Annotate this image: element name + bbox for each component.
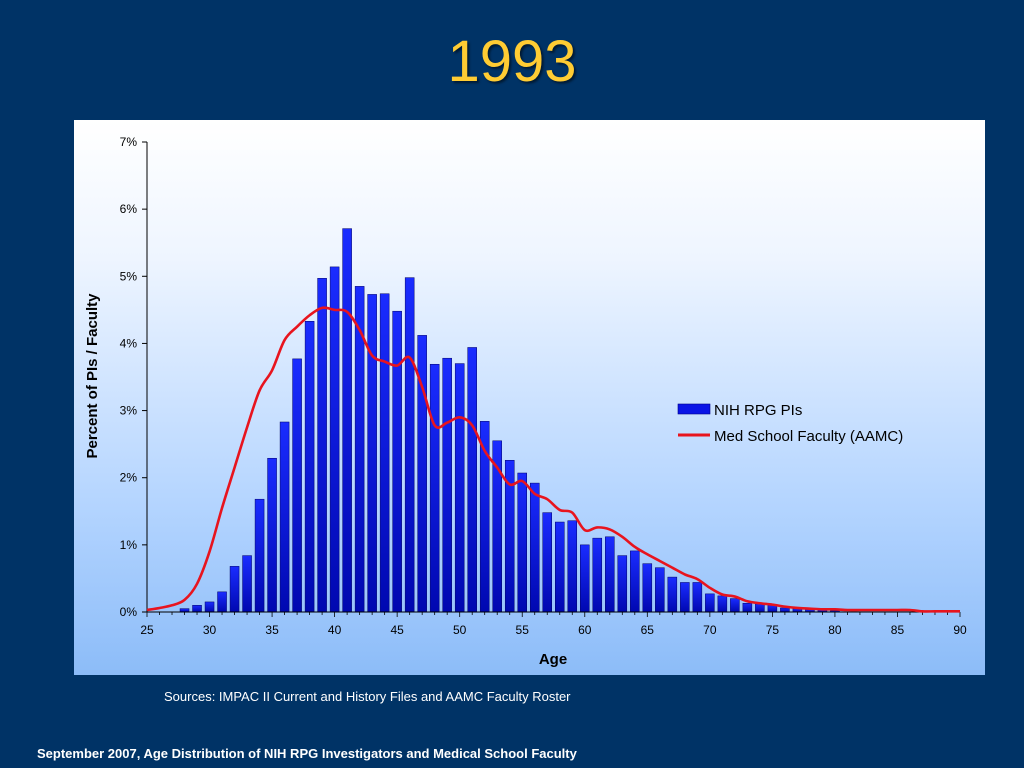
bar-age-62 (605, 536, 615, 613)
x-tick-label: 65 (641, 623, 655, 637)
chart: 0% 1% 2% 3% 4% 5% 6% 7% 25 30 35 40 45 50 55 60 65 70 75 80… (84, 135, 967, 668)
bar-age-59 (567, 520, 578, 613)
sources-note: Sources: IMPAC II Current and History Fi… (164, 689, 571, 704)
legend: NIH RPG PIs Med School Faculty (AAMC) (677, 402, 903, 445)
bar-age-41 (342, 228, 352, 613)
legend-bar-swatch (677, 403, 711, 415)
y-tick-label: 5% (120, 269, 138, 283)
legend-label-line: Med School Faculty (AAMC) (714, 428, 903, 445)
y-axis-title: Percent of PIs / Faculty (84, 293, 101, 459)
bar-age-44 (379, 293, 390, 613)
bar-age-63 (617, 555, 628, 613)
bar-age-58 (555, 521, 565, 613)
bar-age-40 (329, 266, 340, 613)
bar-age-33 (242, 555, 252, 613)
x-tick-label: 80 (828, 623, 842, 637)
bar-age-69 (692, 582, 703, 613)
x-tick-label: 55 (516, 623, 530, 637)
bar-age-28 (179, 608, 190, 613)
bar-age-45 (392, 310, 402, 613)
bar-age-70 (705, 593, 715, 613)
bar-age-61 (592, 537, 603, 613)
bar-age-60 (580, 544, 590, 613)
bar-age-55 (517, 472, 527, 613)
x-tick-label: 90 (953, 623, 967, 637)
bar-age-38 (304, 321, 315, 613)
bar-age-48 (429, 363, 440, 613)
bar-age-46 (404, 277, 415, 613)
bar-age-68 (680, 582, 690, 613)
bar-age-30 (204, 601, 215, 613)
chart-area: 0% 1% 2% 3% 4% 5% 6% 7% 25 30 35 40 45 50 55 60 65 70 75 80… (74, 120, 985, 675)
faculty-line (146, 306, 960, 613)
bar-age-64 (630, 550, 640, 613)
x-tick-label: 75 (766, 623, 780, 637)
bar-series (179, 228, 840, 613)
y-tick-label: 2% (120, 471, 138, 485)
legend-label-bars: NIH RPG PIs (714, 402, 802, 419)
line-series (146, 306, 960, 613)
bar-age-34 (254, 498, 265, 613)
bar-age-31 (217, 591, 227, 613)
y-tick-label: 0% (120, 605, 138, 619)
bar-age-73 (742, 603, 753, 613)
x-tick-label: 70 (703, 623, 717, 637)
x-tick-label: 50 (453, 623, 467, 637)
x-tick-label: 85 (891, 623, 905, 637)
bar-age-72 (730, 598, 740, 613)
y-tick-label: 1% (120, 538, 138, 552)
bar-age-51 (467, 347, 477, 613)
bar-age-35 (267, 457, 277, 613)
x-axis-title: Age (539, 651, 567, 668)
x-tick-label: 30 (203, 623, 217, 637)
bar-age-32 (229, 566, 240, 613)
bar-age-66 (655, 567, 665, 613)
x-tick-label: 25 (140, 623, 154, 637)
bar-age-76 (780, 607, 790, 613)
y-tick-label: 7% (120, 135, 138, 149)
bar-age-37 (292, 358, 302, 613)
x-tick-label: 60 (578, 623, 592, 637)
bar-age-39 (317, 278, 327, 613)
y-tick-label: 6% (120, 202, 138, 216)
x-tick-label: 45 (390, 623, 404, 637)
bar-age-49 (442, 357, 452, 613)
x-tick-label: 40 (328, 623, 342, 637)
bar-age-36 (279, 421, 290, 613)
bar-age-57 (542, 512, 552, 613)
bar-age-56 (529, 482, 540, 613)
axes: 0% 1% 2% 3% 4% 5% 6% 7% 25 30 35 40 45 50 55 60 65 70 75 80… (120, 135, 967, 637)
y-tick-label: 3% (120, 404, 138, 418)
bar-age-43 (367, 294, 377, 613)
bar-age-74 (755, 603, 765, 613)
y-tick-label: 4% (120, 336, 138, 350)
x-tick-label: 35 (265, 623, 279, 637)
bar-age-50 (454, 363, 465, 613)
bar-age-67 (667, 576, 678, 613)
bar-age-71 (717, 595, 728, 613)
bar-age-65 (642, 563, 653, 613)
footer-text: September 2007, Age Distribution of NIH … (37, 746, 577, 761)
bar-age-29 (192, 605, 202, 613)
slide-title: 1993 (447, 29, 577, 94)
